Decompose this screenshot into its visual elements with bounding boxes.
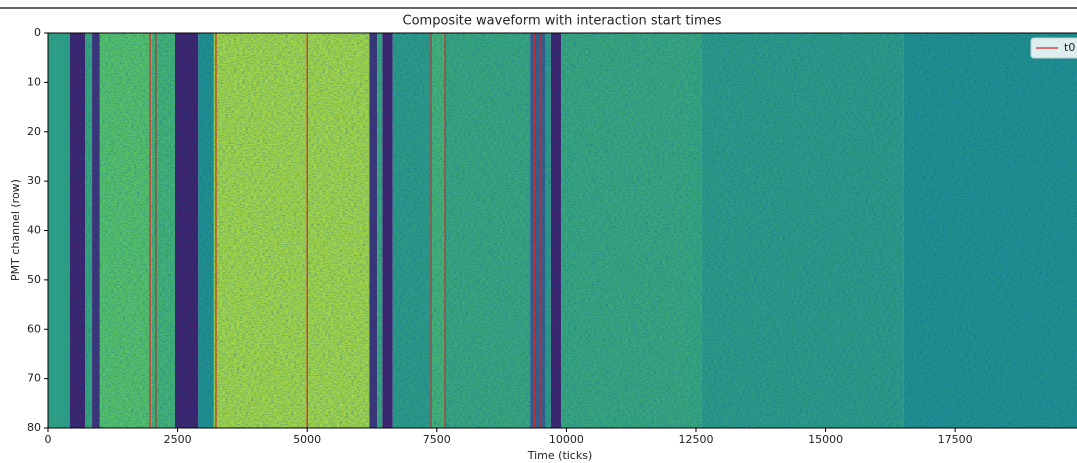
x-tick-label: 2500 [164, 433, 192, 446]
x-tick-label: 7500 [423, 433, 451, 446]
y-tick-label: 60 [27, 322, 41, 335]
legend-label: t0 [1064, 41, 1075, 54]
x-tick-label: 12500 [678, 433, 713, 446]
texture [69, 33, 1077, 428]
y-tick-label: 80 [27, 421, 41, 434]
y-tick-label: 30 [27, 174, 41, 187]
x-tick-label: 15000 [808, 433, 843, 446]
x-tick-label: 5000 [293, 433, 321, 446]
y-tick-label: 40 [27, 224, 41, 237]
y-tick-label: 50 [27, 273, 41, 286]
heatmap-band [48, 33, 70, 428]
chart-title: Composite waveform with interaction star… [403, 14, 722, 29]
legend: t0 [1030, 37, 1077, 59]
y-tick-label: 20 [27, 125, 41, 138]
y-tick-label: 10 [27, 75, 41, 88]
x-tick-label: 17500 [938, 433, 973, 446]
y-axis-label: PMT channel (row) [9, 179, 22, 281]
x-tick-label: 0 [45, 433, 52, 446]
x-tick-label: 10000 [549, 433, 584, 446]
y-tick-label: 70 [27, 372, 41, 385]
y-tick-label: 0 [34, 26, 41, 39]
x-axis-label: Time (ticks) [527, 449, 593, 462]
